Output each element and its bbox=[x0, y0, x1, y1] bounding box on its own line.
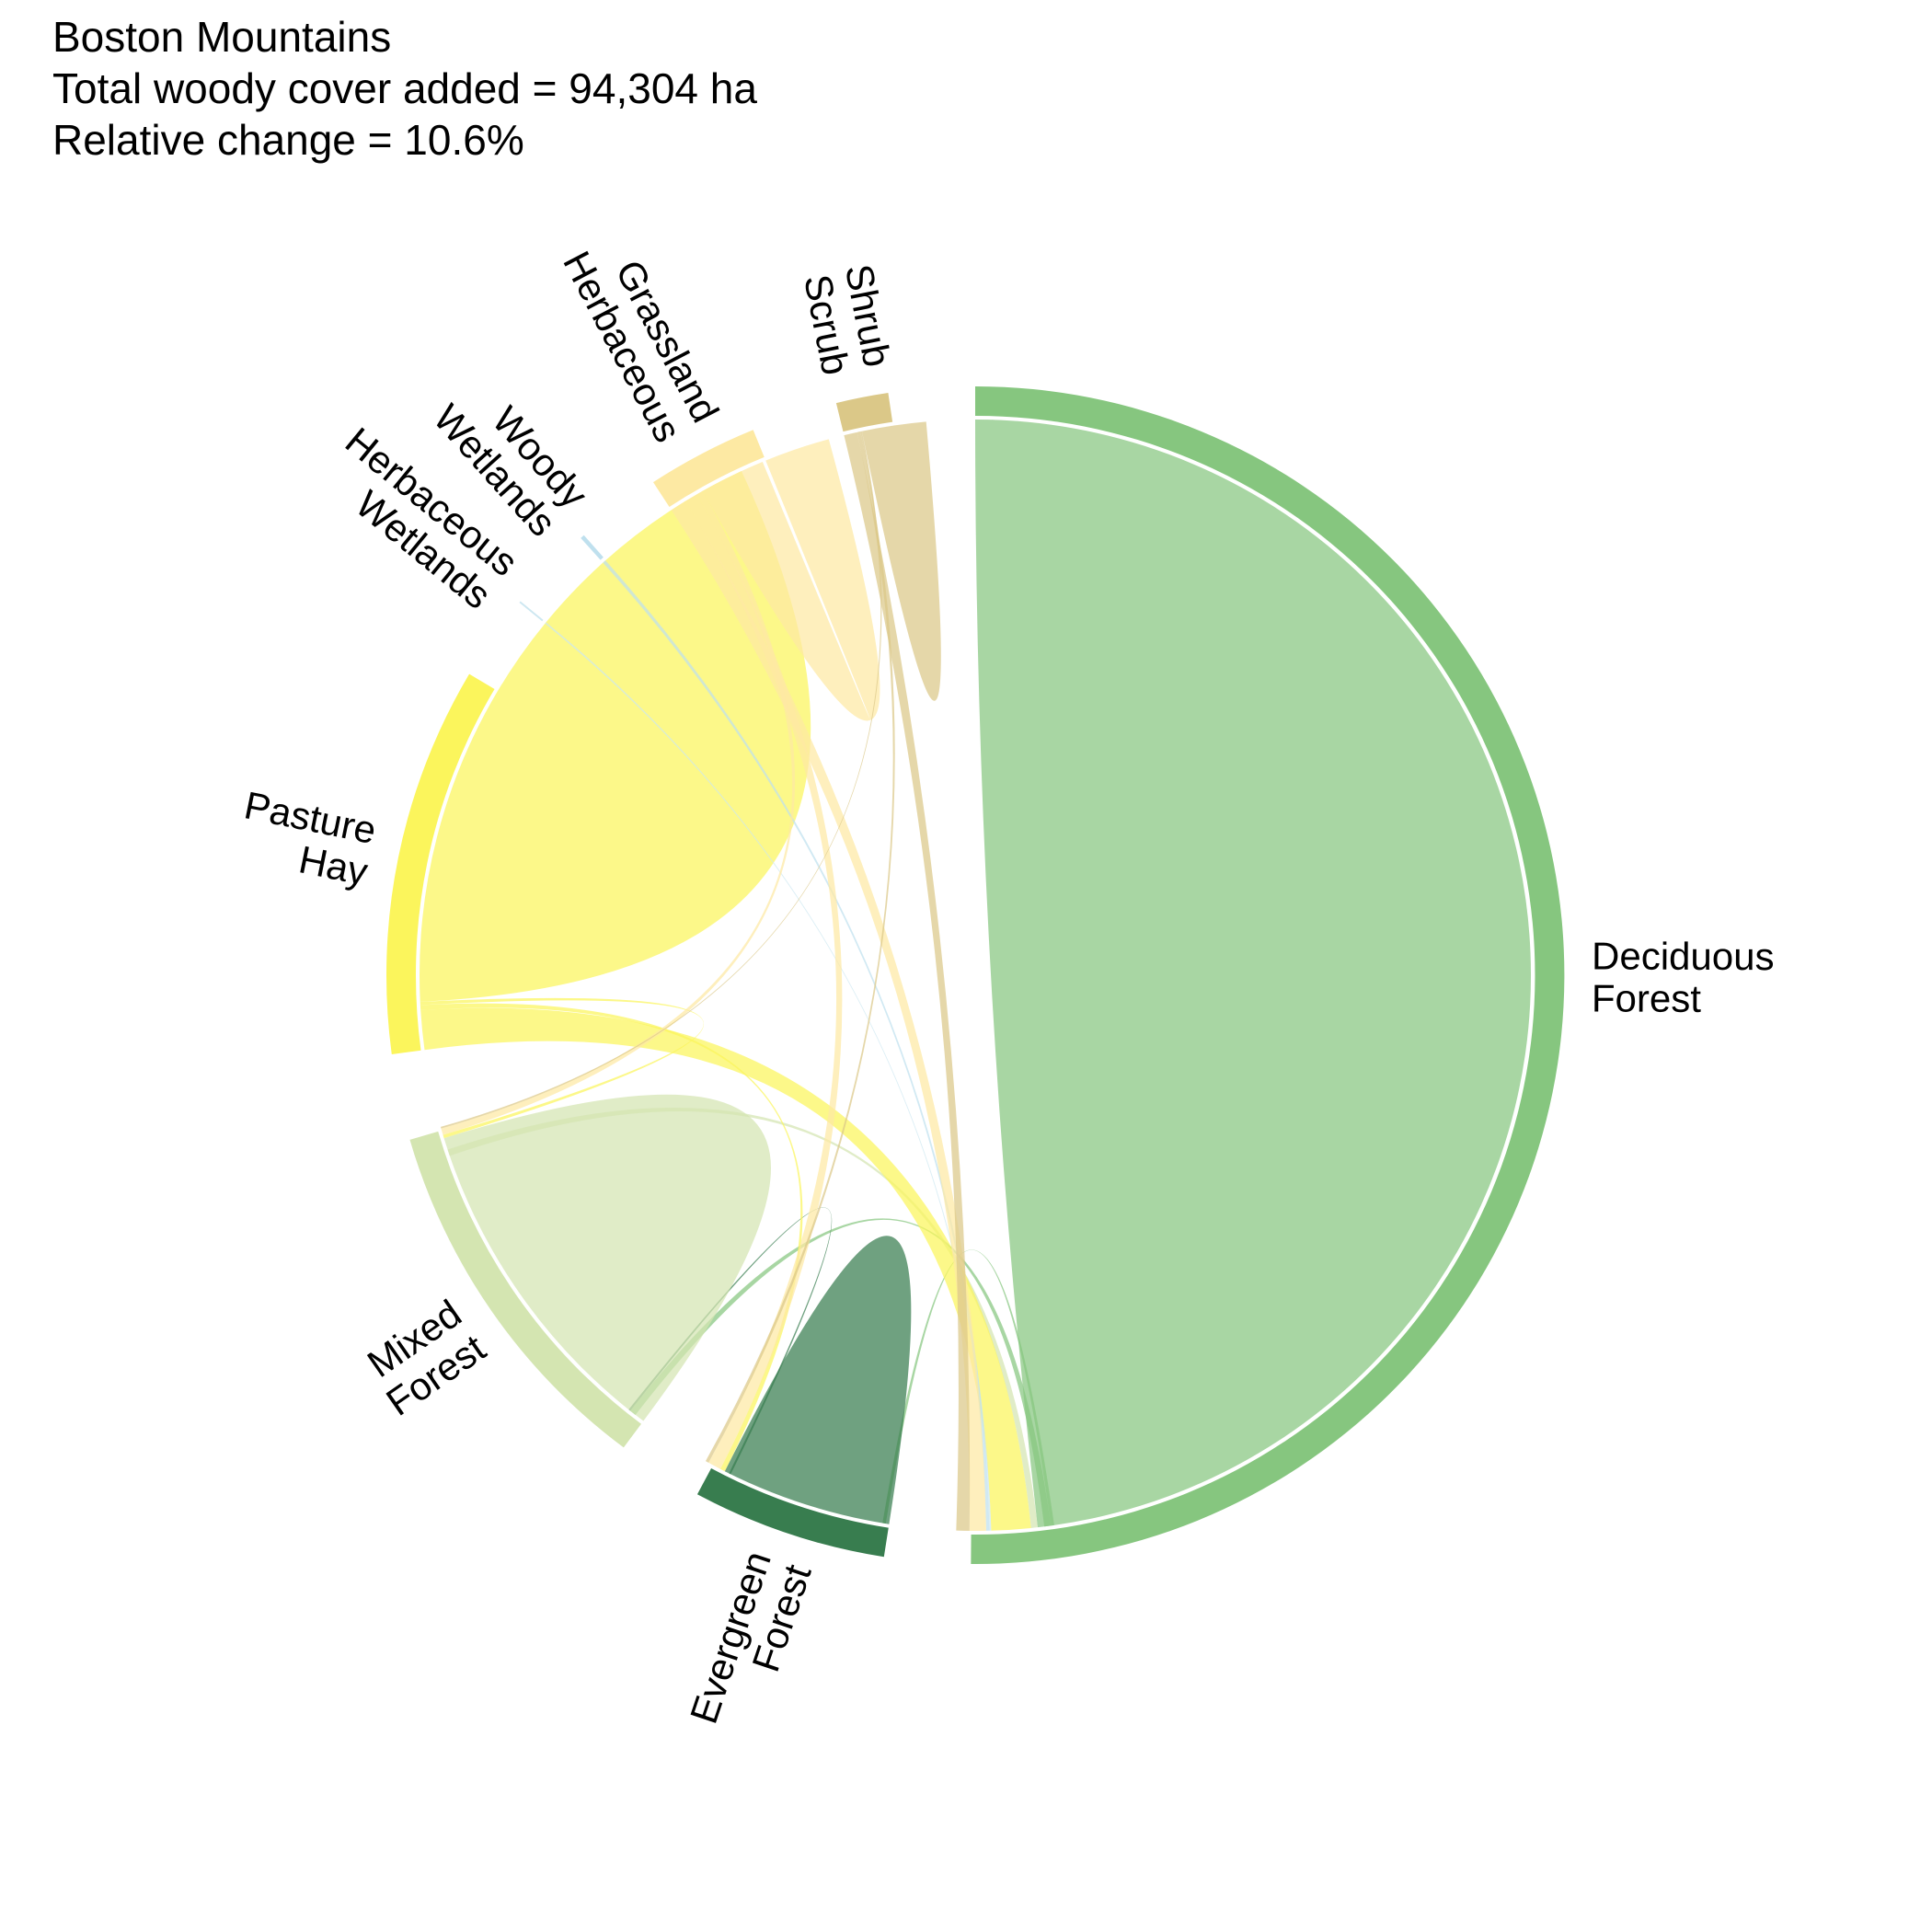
chord-link-shrub-to-shrub bbox=[861, 421, 941, 701]
sector-arc-evergreen bbox=[696, 1468, 889, 1558]
sector-arc-grass bbox=[653, 430, 765, 507]
chart-title-block: Boston Mountains Total woody cover added… bbox=[52, 13, 757, 164]
chord-links bbox=[419, 420, 1532, 1532]
chart-subtitle-total: Total woody cover added = 94,304 ha bbox=[52, 64, 757, 112]
chord-link-pasture-to-pasture bbox=[419, 471, 811, 1002]
chart-title: Boston Mountains bbox=[52, 13, 391, 61]
chord-link-deciduous-to-mixed bbox=[630, 1218, 1052, 1527]
chord-link-grass-to-evergreen bbox=[685, 494, 843, 1469]
sector-arc-shrub bbox=[835, 393, 893, 432]
chord-link-shrub-to-evergreen bbox=[705, 431, 895, 1463]
sector-label-deciduous-line-1: Forest bbox=[1592, 976, 1702, 1019]
chart-subtitle-change: Relative change = 10.6% bbox=[52, 116, 524, 164]
chord-link-evergreen-to-evergreen bbox=[724, 1236, 912, 1524]
sector-arc-woody_wet bbox=[581, 535, 604, 560]
sector-arc-herb_wet bbox=[519, 601, 544, 622]
chord-link-mixed-to-mixed bbox=[443, 1094, 772, 1421]
sector-label-deciduous-line-0: Deciduous bbox=[1592, 934, 1775, 978]
sector-arc-mixed bbox=[409, 1131, 641, 1448]
sector-arc-pasture bbox=[386, 673, 495, 1055]
chord-sectors bbox=[386, 385, 1565, 1564]
chord-link-deciduous-to-deciduous bbox=[975, 420, 1532, 1528]
chord-link-grass-to-grass bbox=[702, 439, 880, 721]
